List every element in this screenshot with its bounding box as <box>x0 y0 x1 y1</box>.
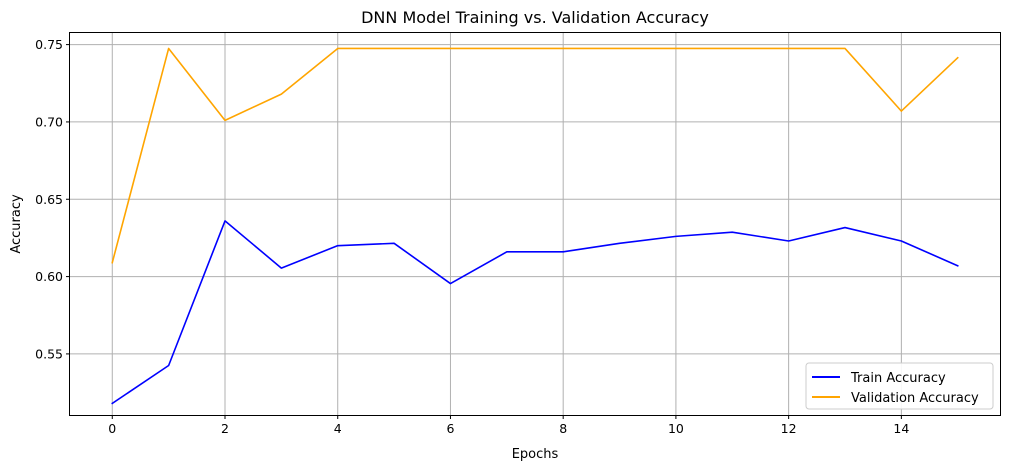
x-tick-label: 6 <box>446 421 454 436</box>
y-tick-label: 0.70 <box>35 114 63 129</box>
y-tick-label: 0.65 <box>35 192 63 207</box>
legend-label-validation: Validation Accuracy <box>851 391 979 406</box>
y-tick-label: 0.55 <box>35 346 63 361</box>
x-axis-label: Epochs <box>512 447 559 462</box>
x-tick-label: 4 <box>334 421 342 436</box>
x-tick-label: 14 <box>893 421 909 436</box>
plot-frame <box>69 32 1001 416</box>
grid <box>70 33 1000 415</box>
x-tick-label: 10 <box>668 421 684 436</box>
x-tick-label: 12 <box>781 421 797 436</box>
x-tick-label: 2 <box>221 421 229 436</box>
series-layer <box>111 47 959 405</box>
x-tick-label: 0 <box>108 421 116 436</box>
validation-accuracy-line <box>111 47 959 264</box>
y-ticks: 0.55 0.60 0.65 0.70 0.75 <box>35 37 70 361</box>
x-tick-label: 8 <box>559 421 567 436</box>
y-tick-label: 0.60 <box>35 269 63 284</box>
y-tick-label: 0.75 <box>35 37 63 52</box>
train-accuracy-line <box>111 220 959 405</box>
legend: Train Accuracy Validation Accuracy <box>805 362 994 410</box>
x-ticks: 0 2 4 6 8 10 12 14 <box>108 415 909 436</box>
legend-box <box>805 362 994 410</box>
legend-label-train: Train Accuracy <box>850 371 946 386</box>
chart-title: DNN Model Training vs. Validation Accura… <box>361 8 709 27</box>
y-axis-label: Accuracy <box>9 194 24 254</box>
